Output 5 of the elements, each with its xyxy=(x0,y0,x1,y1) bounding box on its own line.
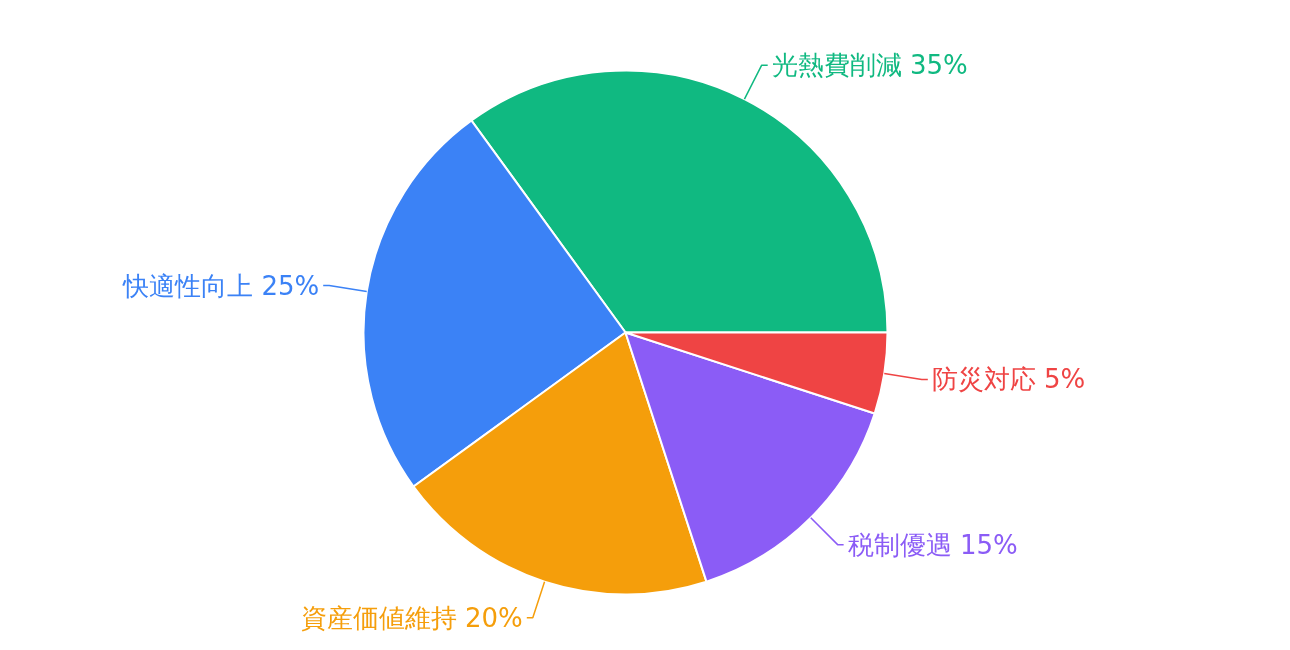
slice-label: 税制優遇 15% xyxy=(847,529,1018,560)
slice-label: 防災対応 5% xyxy=(931,364,1086,395)
slice-label: 資産価値維持 20% xyxy=(300,602,523,633)
slice-label: 光熱費削減 35% xyxy=(771,50,968,81)
slice-label: 快適性向上 25% xyxy=(122,270,320,301)
